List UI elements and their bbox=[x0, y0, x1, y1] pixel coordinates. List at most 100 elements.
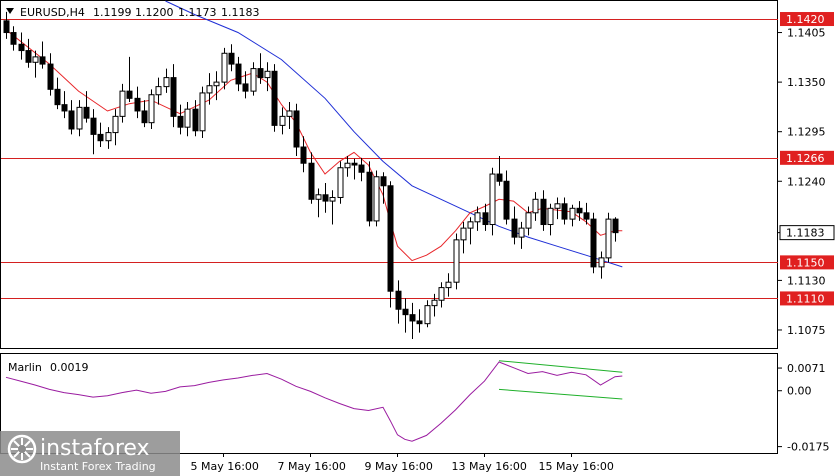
candle-45 bbox=[329, 190, 336, 225]
price-tick-label-2: 1.1295 bbox=[787, 126, 826, 139]
time-tick-label-0: 5 May 16:00 bbox=[191, 460, 259, 473]
candle-28 bbox=[206, 73, 213, 105]
candle-57 bbox=[416, 309, 423, 333]
indicator-name: Marlin bbox=[8, 361, 42, 374]
candle-66 bbox=[482, 203, 489, 231]
triangle-down-icon[interactable] bbox=[6, 8, 14, 14]
candle-81 bbox=[590, 212, 597, 274]
candle-6 bbox=[47, 53, 54, 96]
osc-tick-label-1: 0.00 bbox=[787, 385, 812, 398]
candle-24 bbox=[177, 104, 184, 135]
candle-55 bbox=[402, 298, 409, 333]
price-axis: 1.1405 1.1350 1.1295 1.1240 1.1183 1.1130 1.10… bbox=[778, 12, 835, 337]
candle-51 bbox=[373, 170, 380, 227]
instaforex-logo-icon bbox=[7, 434, 37, 464]
marlin-line bbox=[5, 361, 623, 442]
candle-46 bbox=[337, 161, 344, 204]
time-axis: 5 May 16:00 7 May 16:00 9 May 16:00 13 May … bbox=[191, 453, 614, 473]
chart-header: EURUSD,H4 1.1199 1.1200 1.1173 1.1183 bbox=[6, 6, 260, 19]
time-tick-label-4: 15 May 16:00 bbox=[539, 460, 614, 473]
candle-0 bbox=[3, 11, 10, 39]
candle-73 bbox=[532, 192, 539, 221]
time-tick-label-2: 9 May 16:00 bbox=[365, 460, 433, 473]
close-value: 1.1183 bbox=[221, 6, 260, 19]
candle-26 bbox=[192, 100, 199, 137]
candle-41 bbox=[300, 136, 307, 173]
candle-18 bbox=[134, 86, 141, 119]
current-price-label: 1.1183 bbox=[786, 227, 825, 240]
candle-67 bbox=[489, 167, 496, 236]
candle-64 bbox=[467, 217, 474, 245]
candle-2 bbox=[18, 32, 25, 60]
candle-47 bbox=[344, 156, 351, 177]
candle-74 bbox=[540, 190, 547, 231]
candle-70 bbox=[511, 206, 518, 245]
oscillator-lines bbox=[5, 360, 623, 442]
candle-63 bbox=[460, 221, 467, 254]
candle-48 bbox=[351, 158, 358, 180]
open-value: 1.1199 bbox=[93, 6, 132, 19]
candlesticks bbox=[3, 11, 619, 339]
candle-40 bbox=[293, 103, 300, 157]
candle-61 bbox=[445, 273, 452, 297]
high-value: 1.1200 bbox=[135, 6, 174, 19]
watermark: instaforex Instant Forex Trading bbox=[0, 431, 180, 476]
candle-25 bbox=[184, 101, 191, 137]
candle-62 bbox=[453, 233, 460, 290]
candle-31 bbox=[228, 44, 235, 72]
candle-19 bbox=[141, 100, 148, 128]
watermark-tagline: Instant Forex Trading bbox=[40, 460, 156, 473]
candle-60 bbox=[438, 282, 445, 308]
channel-upper-line[interactable] bbox=[498, 360, 623, 373]
time-tick-label-3: 13 May 16:00 bbox=[452, 460, 527, 473]
candle-27 bbox=[199, 86, 206, 138]
price-tick-label-1: 1.1350 bbox=[787, 76, 826, 89]
low-value: 1.1173 bbox=[178, 6, 217, 19]
candle-75 bbox=[547, 203, 554, 236]
candle-29 bbox=[213, 71, 220, 101]
candle-8 bbox=[61, 91, 68, 119]
osc-tick-label-0: 0.0071 bbox=[787, 362, 826, 375]
level-badge-label-1: 1.1266 bbox=[786, 152, 825, 165]
candle-3 bbox=[25, 38, 32, 68]
candle-72 bbox=[525, 206, 532, 236]
candle-50 bbox=[366, 161, 373, 227]
candle-35 bbox=[257, 53, 264, 84]
candle-36 bbox=[264, 62, 271, 92]
indicator-panel: 0.0071 0.00 -0.0175 Marlin 0.0019 bbox=[0, 353, 829, 454]
candle-4 bbox=[32, 50, 39, 78]
candle-1 bbox=[10, 26, 17, 51]
indicator-value: 0.0019 bbox=[50, 361, 89, 374]
channel-lower-line[interactable] bbox=[498, 388, 623, 400]
candle-43 bbox=[315, 188, 322, 218]
candle-11 bbox=[83, 91, 90, 123]
candle-7 bbox=[54, 77, 61, 110]
level-badge-label-2: 1.1150 bbox=[786, 256, 825, 269]
candle-20 bbox=[148, 89, 155, 129]
candle-17 bbox=[126, 56, 133, 102]
candle-33 bbox=[242, 71, 249, 99]
candle-13 bbox=[97, 122, 104, 148]
candle-23 bbox=[170, 64, 177, 128]
candle-32 bbox=[235, 56, 242, 92]
candle-37 bbox=[271, 64, 278, 132]
candle-34 bbox=[250, 62, 257, 96]
osc-tick-label-2: -0.0175 bbox=[787, 441, 829, 454]
candle-78 bbox=[569, 204, 576, 227]
price-panel: 1.1405 1.1350 1.1295 1.1240 1.1183 1.1130 1.10… bbox=[0, 0, 835, 349]
candle-83 bbox=[605, 212, 612, 263]
candle-30 bbox=[221, 47, 228, 90]
price-tick-label-6: 1.1075 bbox=[787, 324, 826, 337]
price-panel-frame bbox=[0, 0, 778, 349]
candle-39 bbox=[286, 101, 293, 129]
watermark-brand: instaforex bbox=[40, 436, 150, 461]
symbol-label: EURUSD,H4 bbox=[20, 6, 85, 19]
candle-49 bbox=[358, 157, 365, 182]
price-tick-label-0: 1.1405 bbox=[787, 27, 826, 40]
level-badge-label-0: 1.1420 bbox=[786, 13, 825, 26]
candle-16 bbox=[119, 83, 126, 123]
candle-42 bbox=[308, 152, 315, 204]
candle-68 bbox=[496, 156, 503, 186]
